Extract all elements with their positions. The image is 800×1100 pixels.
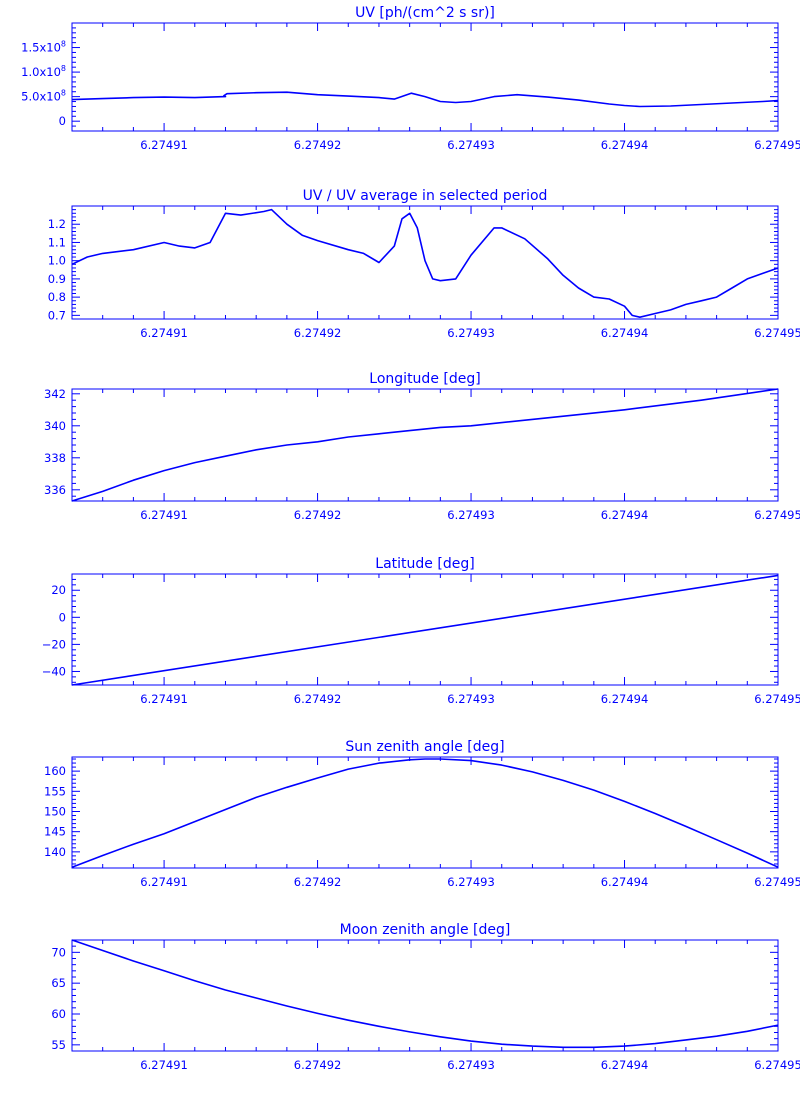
y-tick-label: 140 (44, 845, 66, 859)
chart-panel-5: Moon zenith angle [deg] 6.27491 6.27492 6.2… (51, 922, 800, 1072)
series-line-0 (71, 758, 779, 868)
x-tick-label: 6.27492 (294, 692, 342, 706)
y-tick-label: 1.1 (48, 235, 66, 249)
series-line-0 (71, 91, 779, 108)
chart-panel-2: Longitude [deg] 6.27491 6.27492 6.27493 6.27… (44, 371, 800, 522)
y-tick-label: 1.2 (48, 217, 66, 231)
y-tick-label: 340 (44, 419, 66, 433)
y-tick-label: 1.0x108 (21, 64, 66, 79)
y-tick-label: 20 (51, 583, 66, 597)
y-tick-label: 342 (44, 387, 66, 401)
x-tick-label: 6.27492 (294, 508, 342, 522)
series-line-0 (71, 208, 779, 319)
x-tick-label: 6.27495 (754, 1058, 800, 1072)
y-tick-label: 55 (51, 1038, 66, 1052)
y-tick-label: 60 (51, 1007, 66, 1021)
x-tick-label: 6.27492 (294, 138, 342, 152)
y-tick-label: 1.5x108 (21, 40, 66, 55)
x-tick-label: 6.27494 (601, 1058, 649, 1072)
y-tick-label: 70 (51, 945, 66, 959)
y-tick-label: 0.8 (48, 290, 66, 304)
x-tick-label: 6.27491 (140, 1058, 188, 1072)
x-tick-label: 6.27491 (140, 875, 188, 889)
chart-panel-4: Sun zenith angle [deg] 6.27491 6.27492 6.27… (44, 739, 800, 889)
y-tick-label: 338 (44, 451, 66, 465)
x-tick-label: 6.27493 (447, 692, 495, 706)
x-tick-label: 6.27493 (447, 508, 495, 522)
plot-frame (71, 573, 779, 686)
y-tick-label: −20 (42, 637, 66, 651)
plot-frame (71, 205, 779, 320)
y-tick-label: 336 (44, 483, 66, 497)
x-tick-label: 6.27494 (601, 692, 649, 706)
y-tick-label: 145 (44, 825, 66, 839)
x-tick-label: 6.27491 (140, 508, 188, 522)
chart-title: Latitude [deg] (375, 556, 474, 572)
x-tick-label: 6.27494 (601, 138, 649, 152)
y-tick-label: 65 (51, 976, 66, 990)
series-line-0 (71, 939, 779, 1049)
y-tick-label: 150 (44, 804, 66, 818)
y-tick-label: 5.0x108 (21, 89, 66, 104)
x-tick-label: 6.27491 (140, 138, 188, 152)
x-tick-label: 6.27493 (447, 326, 495, 340)
x-tick-label: 6.27491 (140, 326, 188, 340)
x-tick-label: 6.27494 (601, 508, 649, 522)
chart-title: Moon zenith angle [deg] (340, 922, 511, 938)
y-tick-label: 0 (59, 114, 66, 128)
chart-panel-0: UV [ph/(cm^2 s sr)] 6.27491 6.27492 6.27493… (21, 5, 800, 152)
chart-title: UV / UV average in selected period (303, 188, 548, 204)
x-tick-label: 6.27495 (754, 692, 800, 706)
plot-frame (71, 22, 779, 132)
y-tick-label: 0.7 (48, 308, 66, 322)
x-tick-label: 6.27495 (754, 508, 800, 522)
chart-title: Longitude [deg] (369, 371, 480, 387)
x-tick-label: 6.27494 (601, 326, 649, 340)
x-tick-label: 6.27495 (754, 326, 800, 340)
plot-frame (71, 388, 779, 502)
y-tick-label: −40 (42, 664, 66, 678)
chart-panel-1: UV / UV average in selected period 6.2749… (48, 188, 800, 340)
chart-title: UV [ph/(cm^2 s sr)] (355, 5, 495, 21)
x-tick-label: 6.27493 (447, 875, 495, 889)
x-tick-label: 6.27492 (294, 1058, 342, 1072)
x-tick-label: 6.27492 (294, 326, 342, 340)
series-line-0 (71, 388, 779, 502)
chart-title: Sun zenith angle [deg] (345, 739, 504, 755)
y-tick-label: 1.0 (48, 254, 66, 268)
y-tick-label: 155 (44, 784, 66, 798)
y-tick-label: 160 (44, 764, 66, 778)
x-tick-label: 6.27494 (601, 875, 649, 889)
y-tick-label: 0.9 (48, 272, 66, 286)
x-tick-label: 6.27491 (140, 692, 188, 706)
x-tick-label: 6.27495 (754, 138, 800, 152)
x-tick-label: 6.27495 (754, 875, 800, 889)
x-tick-label: 6.27493 (447, 1058, 495, 1072)
x-tick-label: 6.27492 (294, 875, 342, 889)
x-tick-label: 6.27493 (447, 138, 495, 152)
y-tick-label: 0 (59, 610, 66, 624)
plot-frame (71, 756, 779, 869)
chart-panel-3: Latitude [deg] 6.27491 6.27492 6.27493 6.274… (42, 556, 800, 706)
series-line-0 (71, 574, 779, 686)
